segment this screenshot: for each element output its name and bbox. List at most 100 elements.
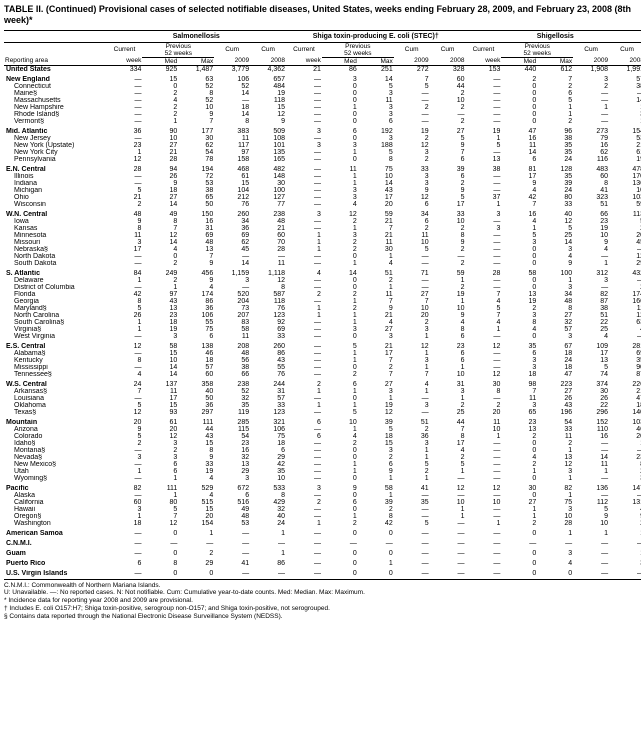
cell: 100 [250,187,286,194]
cell: 2 [322,291,358,298]
cell: 5 [322,343,358,350]
cell: 2 [286,381,322,388]
cell: 1 [609,550,641,557]
cell: 47 [501,128,537,135]
cell: — [430,492,466,499]
cell: — [394,570,430,577]
cell: — [609,277,641,284]
cell: 41 [214,560,250,567]
cell: Washington [4,520,107,527]
cell: 3 [609,111,641,118]
cell: 36 [394,433,430,440]
sub-row: Vermont§—1789—06—2—02—1 [4,118,641,125]
cell: 20 [609,433,641,440]
cell: 2 [286,291,322,298]
cell: — [107,333,143,340]
cell: New York City [4,149,107,156]
cell: — [286,454,322,461]
cell: 18 [537,364,573,371]
cell: 8 [430,232,466,239]
cell: 9 [609,513,641,520]
sub-row: New York (Upstate)2327621171013318812951… [4,142,641,149]
cell: 4 [107,371,143,378]
cell: 3 [286,142,322,149]
cell: 0 [322,492,358,499]
cell: 10 [430,499,466,506]
cell: 82 [573,291,609,298]
cell: — [573,550,609,557]
cell: 50 [178,201,214,208]
cell: 238 [214,381,250,388]
cell: 0 [501,447,537,454]
cell: 9 [107,426,143,433]
cell: 5 [358,149,394,156]
cell: 238 [250,211,286,218]
cell: 3 [358,111,394,118]
cell: — [107,570,143,577]
cell: 60 [573,173,609,180]
cell: — [107,173,143,180]
cell: 10 [142,135,178,142]
cell: 12 [466,371,502,378]
cell: — [286,225,322,232]
cell: 7 [358,371,394,378]
cell: 70 [250,239,286,246]
gh-cum-2a: Cum [573,42,609,57]
cell: 533 [250,485,286,492]
cell: Texas§ [4,409,107,416]
cell: 63 [609,319,641,326]
cell: 2 [322,371,358,378]
cell: 76 [250,371,286,378]
cell: 76 [250,305,286,312]
cell: 0 [178,570,214,577]
cell: 6 [286,419,322,426]
cell: 123 [250,409,286,416]
sub-row: Alaska—1468—01———01—— [4,492,641,499]
cell: 3 [501,364,537,371]
cell: 11 [358,97,394,104]
cell: Colorado [4,433,107,440]
cell: Minnesota [4,232,107,239]
cell: Mountain [4,419,107,426]
cell: 6 [501,156,537,163]
cell: 2 [430,118,466,125]
cell: 1 [286,520,322,527]
cell: 104 [214,187,250,194]
cell: 2 [142,447,178,454]
cell: Nevada§ [4,454,107,461]
cell: 468 [214,166,250,173]
cell: — [107,395,143,402]
cell: 5 [573,364,609,371]
cell: 65 [501,409,537,416]
cell: — [286,298,322,305]
cell: 4 [178,475,214,482]
cell: 67 [537,343,573,350]
cell: — [573,440,609,447]
cell: North Carolina [4,312,107,319]
cell: Virginia§ [4,326,107,333]
cell: — [286,201,322,208]
cell: — [609,570,641,577]
cell: — [107,350,143,357]
cell: 482 [250,166,286,173]
cell: 48 [107,211,143,218]
cell: 19 [250,90,286,97]
cell: 1 [573,260,609,267]
cell: 10 [573,232,609,239]
cell: Michigan [4,187,107,194]
cell: 484 [250,83,286,90]
cell: 11 [358,239,394,246]
cell: 3 [501,402,537,409]
cell: — [286,166,322,173]
cell: — [466,111,502,118]
cell: 0 [322,97,358,104]
cell: 1 [107,277,143,284]
cell: 1,908 [573,65,609,73]
cell: 9 [178,111,214,118]
cell: 273 [573,128,609,135]
cell: 92 [250,319,286,326]
cell: 14 [501,149,537,156]
cell: 2 [322,305,358,312]
cell: 24 [537,187,573,194]
cell: 2 [394,225,430,232]
